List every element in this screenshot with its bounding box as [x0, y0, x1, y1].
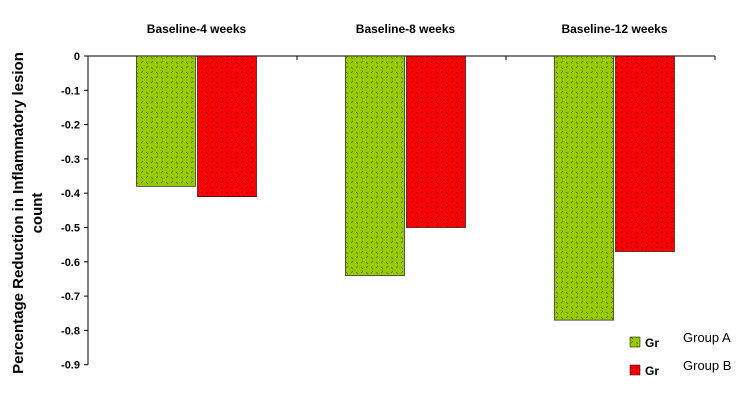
bar-group-a	[136, 55, 196, 187]
legend-label: Group B	[683, 358, 731, 373]
y-tick-label: -0.9	[61, 360, 80, 372]
bar-group-b	[615, 55, 675, 252]
bar-group-b	[406, 55, 466, 228]
plot-area: 0 -0.1 -0.2 -0.3 -0.4 -0.5 -0.6 -0.7 -0.8 -0.9 Bas…	[61, 22, 716, 372]
legend-swatch	[629, 364, 641, 376]
y-tick-label: -0.7	[61, 291, 80, 303]
y-axis-label-line1: Percentage Reduction in Inflammatory les…	[10, 52, 27, 374]
y-tick-label: -0.4	[61, 188, 81, 200]
y-axis-title: Percentage Reduction in Inflammatory les…	[10, 52, 46, 374]
category-label: Baseline-8 weeks	[356, 22, 456, 36]
y-tick-label: 0	[74, 51, 80, 63]
y-tick-label: -0.5	[61, 223, 80, 235]
legend-code: Gr	[645, 364, 659, 378]
y-axis-label-line2: count	[29, 193, 46, 234]
bar-group-a	[345, 55, 405, 276]
category-label: Baseline-4 weeks	[147, 22, 247, 36]
legend-label: Group A	[683, 330, 731, 345]
bar-group-b	[197, 55, 257, 197]
category-label: Baseline-12 weeks	[561, 22, 667, 36]
y-tick-label: -0.6	[61, 257, 80, 269]
bar-group-a	[554, 55, 614, 321]
y-tick-label: -0.3	[61, 154, 80, 166]
y-tick-label: -0.2	[61, 120, 80, 132]
legend: Gr Group A Gr Group B	[629, 330, 731, 378]
legend-code: Gr	[645, 336, 659, 350]
legend-swatch	[629, 336, 641, 348]
y-tick-label: -0.8	[61, 325, 80, 337]
y-tick-label: -0.1	[61, 85, 80, 97]
